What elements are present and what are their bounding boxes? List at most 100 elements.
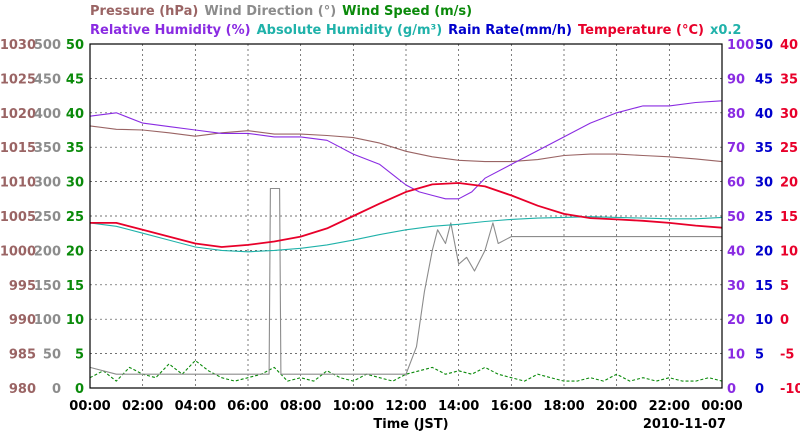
tick-temperature-35: 35	[780, 72, 798, 87]
tick-temperature-10: 10	[780, 244, 798, 259]
tick-pressure-1025: 1025	[0, 72, 36, 87]
tick-temperature--5: -5	[780, 348, 794, 363]
tick-wind-direction-450: 450	[34, 72, 61, 87]
tick-relative-humidity-20: 20	[727, 313, 745, 328]
tick-relative-humidity-70: 70	[727, 141, 745, 156]
tick-wind-speed-50: 50	[66, 38, 84, 53]
tick-rain-rate-20: 20	[755, 244, 773, 259]
tick-relative-humidity-10: 10	[727, 348, 745, 363]
legend: Pressure (hPa) Wind Direction (°) Wind Spe…	[90, 4, 741, 38]
tick-relative-humidity-60: 60	[727, 176, 745, 191]
plot-frame	[89, 43, 723, 389]
tick-pressure-985: 985	[9, 348, 36, 363]
tick-wind-speed-45: 45	[66, 72, 84, 87]
tick-wind-speed-30: 30	[66, 176, 84, 191]
tick-wind-direction-500: 500	[34, 38, 61, 53]
x-tick-label: 22:00	[649, 399, 690, 414]
legend-pressure-hpa: Pressure (hPa)	[90, 4, 198, 19]
series-relative-humidity	[89, 100, 723, 200]
tick-wind-speed-5: 5	[75, 348, 84, 363]
tick-rain-rate-35: 35	[755, 141, 773, 156]
tick-rain-rate-30: 30	[755, 176, 773, 191]
tick-relative-humidity-50: 50	[727, 210, 745, 225]
legend-x0-2: x0.2	[710, 23, 741, 38]
tick-temperature-40: 40	[780, 38, 798, 53]
tick-wind-speed-20: 20	[66, 244, 84, 259]
tick-wind-direction-300: 300	[34, 176, 61, 191]
tick-pressure-995: 995	[9, 279, 36, 294]
tick-temperature--10: -10	[780, 382, 800, 397]
series-wind-speed-m-s	[89, 359, 723, 382]
tick-relative-humidity-80: 80	[727, 107, 745, 122]
tick-rain-rate-5: 5	[755, 348, 764, 363]
second-legend: Relative Humidity (%) Absolute Humidity (…	[90, 23, 741, 38]
tick-wind-direction-200: 200	[34, 244, 61, 259]
legend-rain-rate-mm-h: Rain Rate(mm/h)	[448, 23, 572, 38]
tick-wind-direction-150: 150	[34, 279, 61, 294]
tick-rain-rate-25: 25	[755, 210, 773, 225]
x-tick-label: 14:00	[438, 399, 479, 414]
tick-rain-rate-50: 50	[755, 38, 773, 53]
tick-pressure-1030: 1030	[0, 38, 36, 53]
tick-rain-rate-15: 15	[755, 279, 773, 294]
x-tick-label: 16:00	[491, 399, 532, 414]
x-tick-label: 20:00	[596, 399, 637, 414]
tick-temperature-30: 30	[780, 107, 798, 122]
series-wind-direction	[89, 187, 722, 375]
tick-temperature-0: 0	[780, 313, 789, 328]
tick-pressure-1020: 1020	[0, 107, 36, 122]
x-tick-label: 12:00	[385, 399, 426, 414]
tick-wind-speed-15: 15	[66, 279, 84, 294]
tick-rain-rate-45: 45	[755, 72, 773, 87]
tick-relative-humidity-90: 90	[727, 72, 745, 87]
tick-temperature-15: 15	[780, 210, 798, 225]
legend-absolute-humidity-g-m: Absolute Humidity (g/m³)	[257, 23, 443, 38]
tick-wind-direction-400: 400	[34, 107, 61, 122]
tick-wind-direction-350: 350	[34, 141, 61, 156]
tick-pressure-990: 990	[9, 313, 36, 328]
tick-wind-direction-50: 50	[43, 348, 61, 363]
legend-wind-direction: Wind Direction (°)	[204, 4, 336, 19]
tick-wind-speed-10: 10	[66, 313, 84, 328]
tick-pressure-1010: 1010	[0, 176, 36, 191]
tick-pressure-1005: 1005	[0, 210, 36, 225]
series-absolute-humidity-g-m	[89, 216, 723, 253]
tick-rain-rate-10: 10	[755, 313, 773, 328]
tick-pressure-1015: 1015	[0, 141, 36, 156]
tick-rain-rate-40: 40	[755, 107, 773, 122]
tick-relative-humidity-0: 0	[727, 382, 736, 397]
tick-wind-direction-100: 100	[34, 313, 61, 328]
tick-wind-speed-0: 0	[75, 382, 84, 397]
tick-wind-direction-0: 0	[52, 382, 61, 397]
tick-pressure-980: 980	[9, 382, 36, 397]
x-tick-label: 02:00	[122, 399, 163, 414]
legend-wind-speed-m-s: Wind Speed (m/s)	[342, 4, 472, 19]
series-temperature-c	[90, 182, 723, 248]
x-tick-label: 04:00	[175, 399, 216, 414]
legend-relative-humidity: Relative Humidity (%)	[90, 23, 251, 38]
tick-relative-humidity-100: 100	[727, 38, 754, 53]
x-tick-label: 00:00	[69, 399, 110, 414]
x-axis-label: Time (JST)	[373, 417, 448, 432]
tick-rain-rate-0: 0	[755, 382, 764, 397]
tick-relative-humidity-30: 30	[727, 279, 745, 294]
x-tick-label: 00:00	[701, 399, 742, 414]
plot-border	[89, 43, 723, 389]
tick-temperature-5: 5	[780, 279, 789, 294]
tick-relative-humidity-40: 40	[727, 244, 745, 259]
tick-wind-speed-35: 35	[66, 141, 84, 156]
series-pressure-hpa	[89, 125, 723, 163]
tick-wind-direction-250: 250	[34, 210, 61, 225]
legend-temperature-c: Temperature (°C)	[578, 23, 704, 38]
top-legend: Pressure (hPa) Wind Direction (°) Wind Spe…	[90, 4, 472, 19]
tick-pressure-1000: 1000	[0, 244, 36, 259]
tick-wind-speed-25: 25	[66, 210, 84, 225]
x-tick-label: 18:00	[543, 399, 584, 414]
axis-labels: 9809859909951000100510101015102010251030…	[0, 38, 800, 414]
tick-temperature-20: 20	[780, 176, 798, 191]
tick-wind-speed-40: 40	[66, 107, 84, 122]
x-tick-label: 06:00	[227, 399, 268, 414]
grid	[90, 44, 722, 388]
x-tick-label: 08:00	[280, 399, 321, 414]
